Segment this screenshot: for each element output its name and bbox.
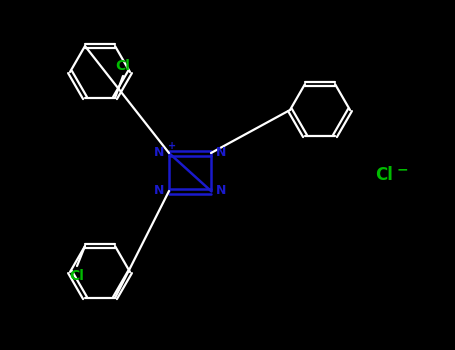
Text: −: −: [397, 162, 409, 176]
Text: Cl: Cl: [70, 269, 85, 283]
Text: N: N: [216, 147, 227, 160]
Text: Cl: Cl: [375, 166, 393, 184]
Text: +: +: [168, 141, 176, 151]
Text: N: N: [154, 147, 164, 160]
Text: N: N: [216, 184, 227, 197]
Text: Cl: Cl: [116, 59, 131, 73]
Text: N: N: [154, 184, 164, 197]
